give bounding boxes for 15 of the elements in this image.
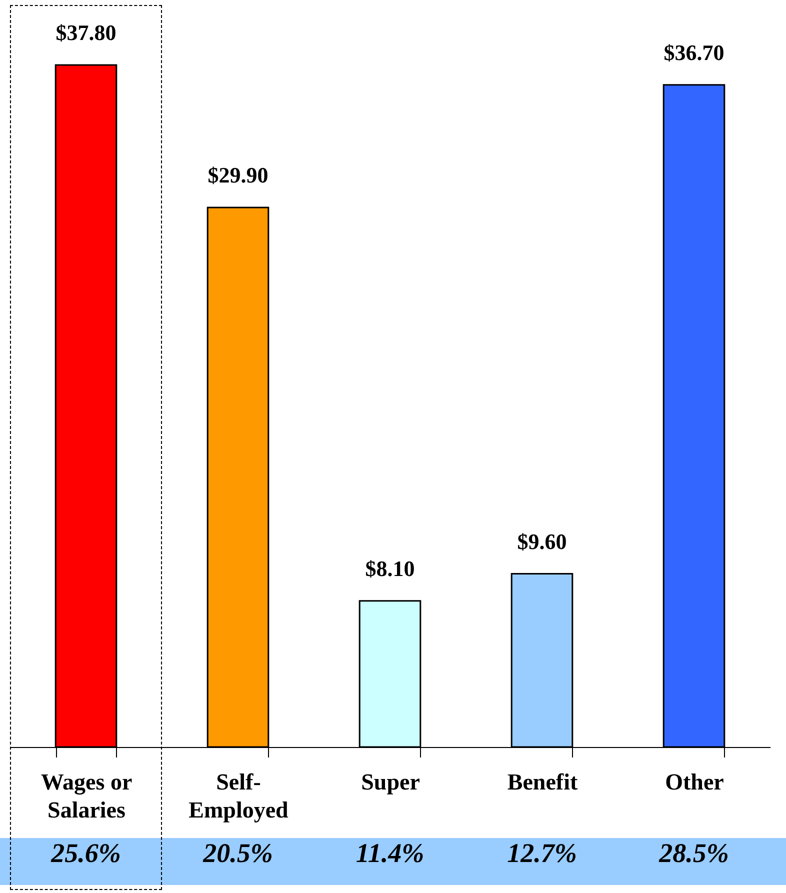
x-tick-label: Self- Employed (188, 770, 289, 822)
x-tick-label: Super (361, 770, 420, 794)
text: 20.5% (203, 838, 273, 870)
data-label: $9.60 (517, 528, 567, 554)
data-label: $36.70 (664, 40, 724, 65)
data-label: $8.10 (365, 556, 415, 581)
x-tick-label: Benefit (507, 770, 578, 794)
x-tick-label: Wages or Salaries (40, 770, 132, 822)
x-tick-label: Other (665, 770, 724, 794)
text: 28.5% (659, 838, 729, 870)
data-label: $29.90 (208, 162, 268, 188)
text: 12.7% (507, 838, 577, 870)
text: 25.6% (51, 838, 121, 870)
text: 11.4% (356, 838, 424, 870)
data-label: $37.80 (56, 20, 116, 45)
